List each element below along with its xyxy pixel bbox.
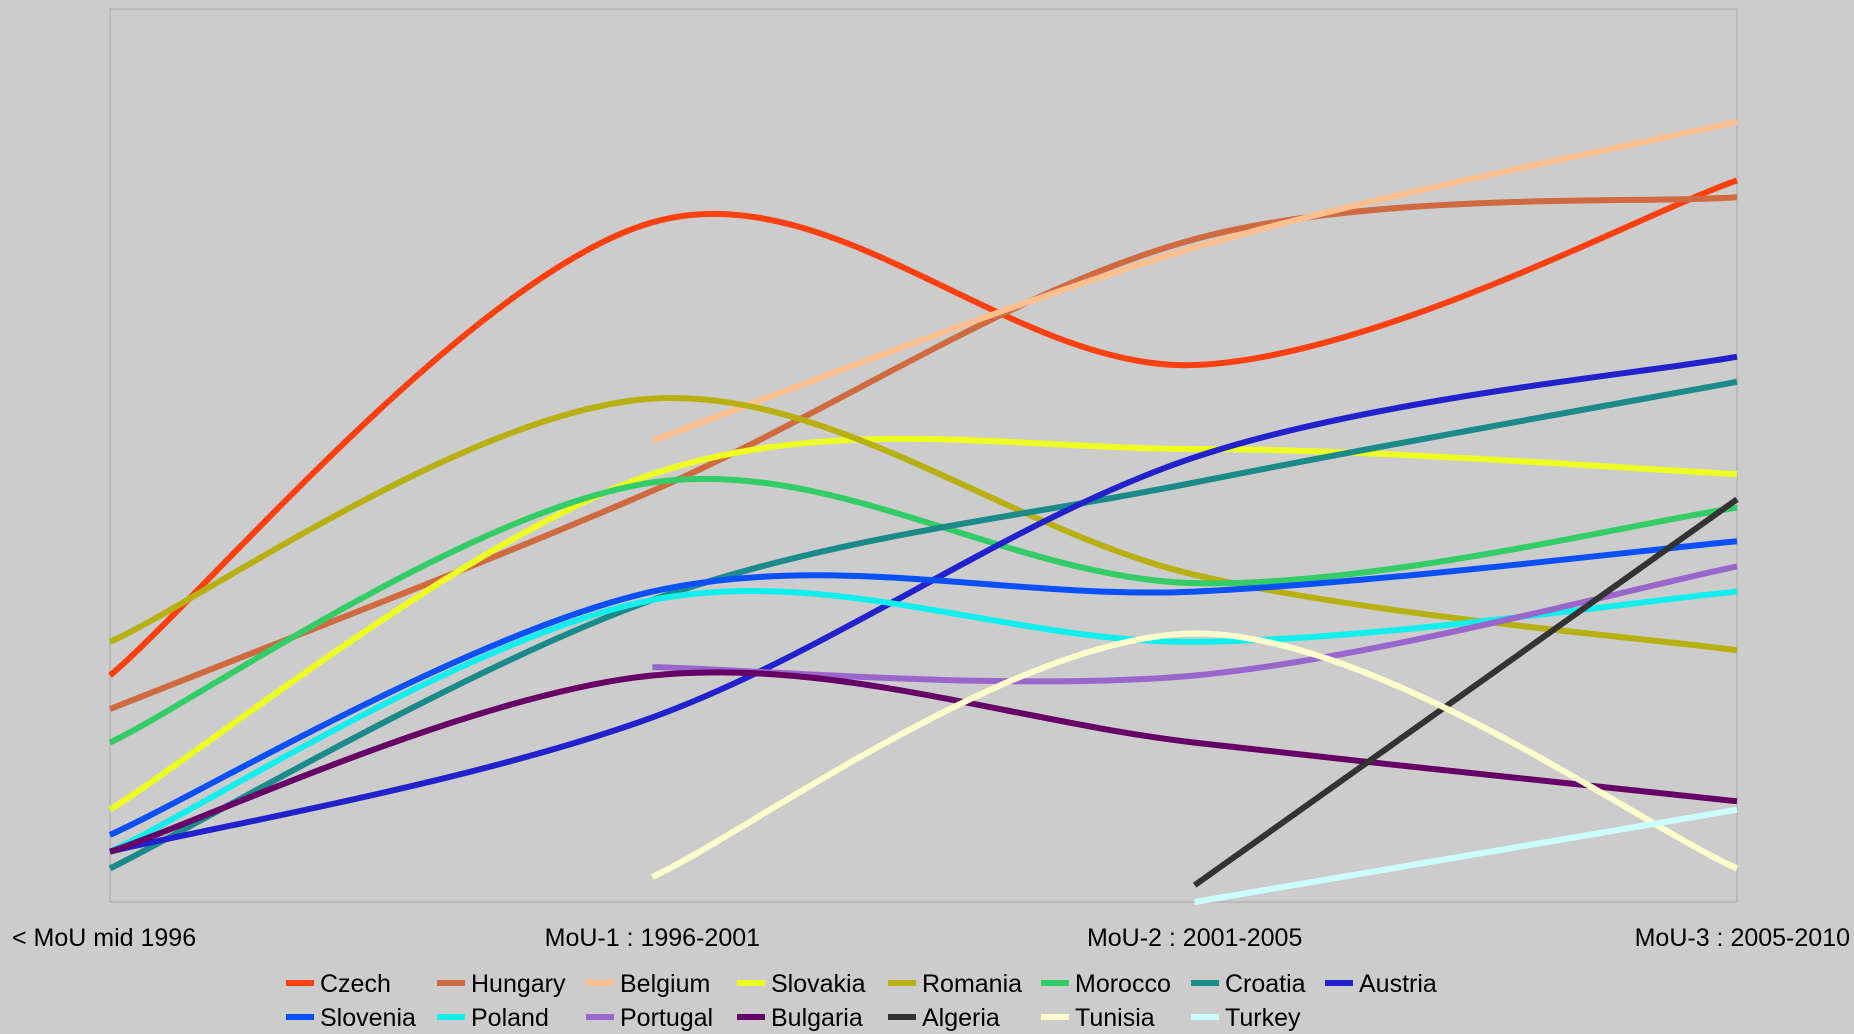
legend-item-morocco: Morocco bbox=[1041, 970, 1171, 998]
legend-item-croatia: Croatia bbox=[1191, 970, 1306, 998]
x-tick-label-2: MoU-1 : 1996-2001 bbox=[545, 924, 760, 952]
series-line-tunisia bbox=[651, 630, 1739, 880]
legend-label-slovenia: Slovenia bbox=[320, 1004, 416, 1032]
legend-label-czech: Czech bbox=[320, 970, 391, 998]
legend-item-romania: Romania bbox=[888, 970, 1022, 998]
legend-item-belgium: Belgium bbox=[586, 970, 710, 998]
x-tick-label-1: < MoU mid 1996 bbox=[12, 924, 196, 952]
legend-item-bulgaria: Bulgaria bbox=[737, 1004, 863, 1032]
legend-label-romania: Romania bbox=[922, 970, 1022, 998]
legend-label-bulgaria: Bulgaria bbox=[771, 1004, 863, 1032]
legend-label-morocco: Morocco bbox=[1075, 970, 1171, 998]
legend-label-croatia: Croatia bbox=[1225, 970, 1306, 998]
series-line-algeria bbox=[1192, 496, 1739, 888]
legend-item-algeria: Algeria bbox=[888, 1004, 1000, 1032]
legend: Czech Hungary Belgium Slovakia Romania Morocc… bbox=[286, 970, 1437, 1032]
legend-item-slovakia: Slovakia bbox=[737, 970, 866, 998]
x-tick-label-4: MoU-3 : 2005-2010 bbox=[1635, 924, 1850, 952]
legend-label-tunisia: Tunisia bbox=[1075, 1004, 1155, 1032]
legend-label-slovakia: Slovakia bbox=[771, 970, 866, 998]
legend-item-tunisia: Tunisia bbox=[1041, 1004, 1155, 1032]
series-line-morocco bbox=[108, 475, 1738, 746]
legend-item-portugal: Portugal bbox=[586, 1004, 713, 1032]
legend-label-belgium: Belgium bbox=[620, 970, 710, 998]
legend-item-poland: Poland bbox=[437, 1004, 549, 1032]
legend-label-turkey: Turkey bbox=[1225, 1004, 1301, 1032]
plot-area bbox=[109, 8, 1738, 903]
series-line-belgium bbox=[651, 118, 1738, 444]
legend-label-hungary: Hungary bbox=[471, 970, 566, 998]
series-lines bbox=[108, 118, 1739, 905]
legend-label-austria: Austria bbox=[1359, 970, 1437, 998]
legend-item-czech: Czech bbox=[286, 970, 391, 998]
series-line-slovenia bbox=[108, 538, 1738, 838]
series-line-croatia bbox=[108, 378, 1738, 872]
series-line-slovakia bbox=[108, 435, 1738, 813]
series-line-austria bbox=[109, 353, 1738, 855]
series-line-czech bbox=[108, 177, 1738, 678]
legend-label-portugal: Portugal bbox=[620, 1004, 713, 1032]
series-line-turkey bbox=[1194, 806, 1738, 905]
legend-label-algeria: Algeria bbox=[922, 1004, 1000, 1032]
x-axis-tick-labels: < MoU mid 1996 MoU-1 : 1996-2001 MoU-2 : 2… bbox=[12, 924, 1850, 952]
legend-item-slovenia: Slovenia bbox=[286, 1004, 416, 1032]
series-line-bulgaria bbox=[109, 669, 1738, 855]
series-line-hungary bbox=[108, 194, 1738, 712]
legend-item-austria: Austria bbox=[1325, 970, 1437, 998]
x-tick-label-3: MoU-2 : 2001-2005 bbox=[1087, 924, 1302, 952]
legend-item-hungary: Hungary bbox=[437, 970, 566, 998]
legend-label-poland: Poland bbox=[471, 1004, 549, 1032]
legend-item-turkey: Turkey bbox=[1191, 1004, 1301, 1032]
